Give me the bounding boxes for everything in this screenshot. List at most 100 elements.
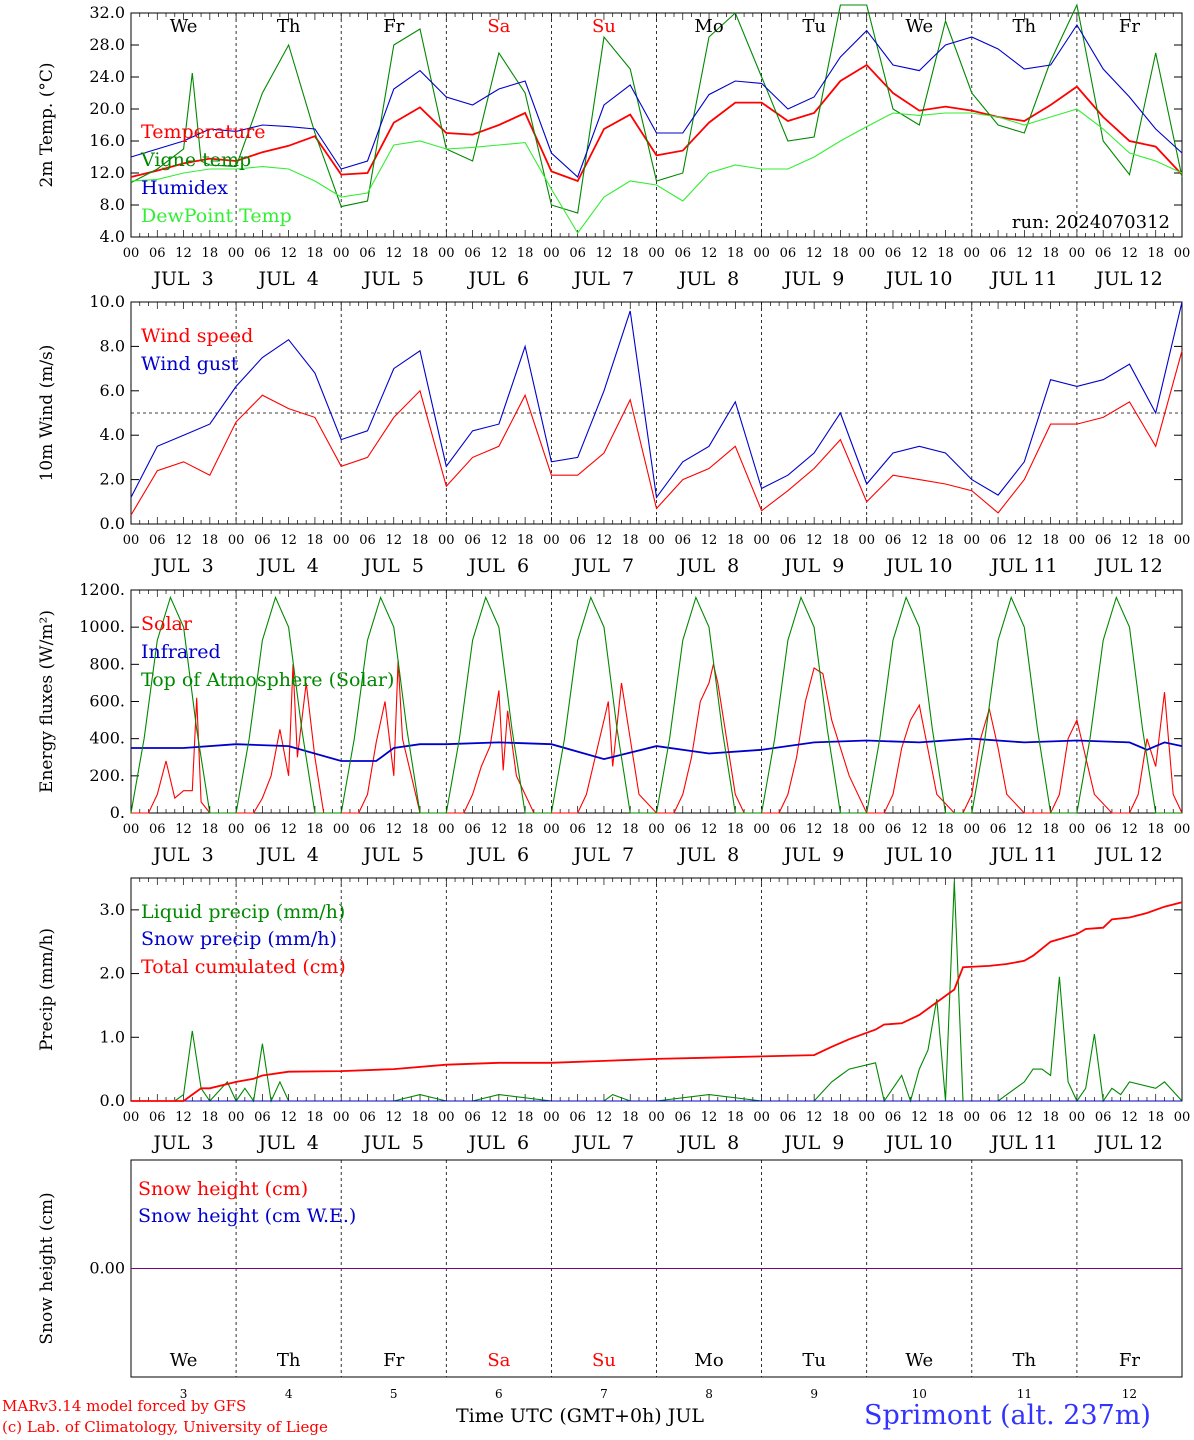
lab-credit: (c) Lab. of Climatology, University of L… xyxy=(2,1418,328,1436)
series-line-liquid-precip-mm-h- xyxy=(131,881,1183,1103)
date-label: JUL 12 xyxy=(1094,268,1162,290)
date-label: JUL 3 xyxy=(151,1132,213,1154)
date-label: JUL 4 xyxy=(256,268,318,290)
weekday-label: Mo xyxy=(694,1350,723,1371)
y-tick-label: 200. xyxy=(89,766,125,785)
y-tick-label: 1200. xyxy=(79,580,125,599)
hour-tick-label: 12 xyxy=(596,822,613,837)
plot-frame xyxy=(130,589,1183,814)
hour-tick-label: 18 xyxy=(412,1110,429,1125)
hour-tick-label: 00 xyxy=(858,533,875,548)
hour-tick-label: 06 xyxy=(149,246,166,261)
date-label: JUL 3 xyxy=(151,268,213,290)
legend-entry: Solar xyxy=(141,613,193,635)
weekday-label: Th xyxy=(277,1350,301,1371)
date-label: JUL 5 xyxy=(362,844,424,866)
hour-tick-label: 12 xyxy=(911,822,928,837)
weekday-label: Fr xyxy=(1119,1350,1140,1371)
date-label: JUL 9 xyxy=(782,844,844,866)
hour-tick-label: 06 xyxy=(359,533,376,548)
weekday-label: Tu xyxy=(802,16,826,37)
legend-entry: Humidex xyxy=(141,177,228,199)
hour-tick-label: 06 xyxy=(254,1110,271,1125)
date-label: JUL 4 xyxy=(256,1132,318,1154)
hour-tick-label: 06 xyxy=(1095,533,1112,548)
weekday-label: Mo xyxy=(694,16,723,37)
date-label: JUL 7 xyxy=(572,268,634,290)
panel-5: 0.00 Snow height (cm) Snow height (cm) Snow… xyxy=(37,1159,1183,1401)
station-name: Sprimont (alt. 237m) xyxy=(864,1400,1151,1431)
weekday-label: Su xyxy=(592,16,616,37)
hour-tick-label: 06 xyxy=(359,1110,376,1125)
panel-4: 0.0 1.0 2.0 3.0 Precip (mm/h) Liquid precip (… xyxy=(37,877,1190,1154)
hour-tick-label: 06 xyxy=(1095,1110,1112,1125)
weekday-label: Th xyxy=(1013,1350,1037,1371)
hour-tick-label: 12 xyxy=(491,822,508,837)
hour-tick-label: 12 xyxy=(1121,246,1138,261)
date-label: JUL 9 xyxy=(782,555,844,577)
hour-tick-label: 00 xyxy=(438,1110,455,1125)
date-label: JUL 7 xyxy=(572,1132,634,1154)
hour-tick-label: 12 xyxy=(175,533,192,548)
hour-tick-label: 18 xyxy=(937,246,954,261)
weekday-label: We xyxy=(170,16,198,37)
date-label: JUL 6 xyxy=(467,1132,529,1154)
hour-tick-label: 06 xyxy=(885,1110,902,1125)
date-label: JUL 11 xyxy=(989,555,1057,577)
y-axis-title: Precip (mm/h) xyxy=(37,928,57,1051)
hour-tick-label: 06 xyxy=(990,533,1007,548)
hour-tick-label: 12 xyxy=(491,533,508,548)
day-number-label: 3 xyxy=(180,1387,188,1401)
hour-tick-label: 06 xyxy=(254,822,271,837)
hour-tick-label: 18 xyxy=(307,533,324,548)
date-label: JUL 8 xyxy=(677,555,739,577)
legend-entry: Wind gust xyxy=(141,353,239,375)
hour-tick-label: 12 xyxy=(1016,533,1033,548)
hour-tick-label: 18 xyxy=(832,246,849,261)
date-label: JUL 11 xyxy=(989,844,1057,866)
hour-tick-label: 12 xyxy=(806,246,823,261)
hour-tick-label: 00 xyxy=(543,822,560,837)
y-tick-label: 10.0 xyxy=(89,292,125,311)
hour-tick-label: 12 xyxy=(1016,246,1033,261)
date-label: JUL 6 xyxy=(467,268,529,290)
hour-tick-label: 00 xyxy=(123,822,140,837)
day-number-label: 10 xyxy=(912,1387,927,1401)
y-tick-label: 2.0 xyxy=(100,470,125,489)
date-label: JUL 6 xyxy=(467,844,529,866)
date-label: JUL 5 xyxy=(362,268,424,290)
hour-tick-label: 12 xyxy=(701,1110,718,1125)
weekday-label: We xyxy=(905,1350,933,1371)
hour-tick-label: 06 xyxy=(780,1110,797,1125)
hour-tick-label: 06 xyxy=(464,822,481,837)
hour-tick-label: 00 xyxy=(648,822,665,837)
legend-entry: DewPoint Temp xyxy=(141,205,292,227)
hour-tick-label: 06 xyxy=(569,1110,586,1125)
hour-tick-label: 12 xyxy=(385,1110,402,1125)
hour-tick-label: 06 xyxy=(569,822,586,837)
date-label: JUL 12 xyxy=(1094,1132,1162,1154)
hour-tick-label: 06 xyxy=(149,1110,166,1125)
series-line-infrared xyxy=(131,737,1183,762)
hour-tick-label: 06 xyxy=(675,533,692,548)
hour-tick-label: 06 xyxy=(254,533,271,548)
y-tick-label: 0.0 xyxy=(100,514,125,533)
hour-tick-label: 00 xyxy=(753,246,770,261)
hour-tick-label: 00 xyxy=(438,246,455,261)
hour-tick-label: 00 xyxy=(964,1110,981,1125)
date-label: JUL 4 xyxy=(256,844,318,866)
hour-tick-label: 18 xyxy=(1147,246,1164,261)
hour-tick-label: 18 xyxy=(412,533,429,548)
y-tick-label: 6.0 xyxy=(100,381,125,400)
hour-tick-label: 12 xyxy=(911,246,928,261)
hour-tick-label: 00 xyxy=(438,822,455,837)
x-axis-title: Time UTC (GMT+0h) JUL xyxy=(456,1405,704,1427)
weekday-label: Fr xyxy=(1119,16,1140,37)
hour-tick-label: 00 xyxy=(333,533,350,548)
hour-tick-label: 12 xyxy=(596,246,613,261)
hour-tick-label: 00 xyxy=(543,1110,560,1125)
hour-tick-label: 06 xyxy=(675,246,692,261)
series-line-wind-gust xyxy=(130,301,1183,499)
hour-tick-label: 00 xyxy=(333,246,350,261)
hour-tick-label: 00 xyxy=(1069,1110,1086,1125)
